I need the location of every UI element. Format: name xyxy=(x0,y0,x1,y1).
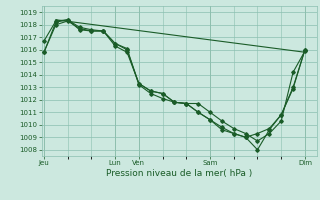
X-axis label: Pression niveau de la mer( hPa ): Pression niveau de la mer( hPa ) xyxy=(106,169,252,178)
